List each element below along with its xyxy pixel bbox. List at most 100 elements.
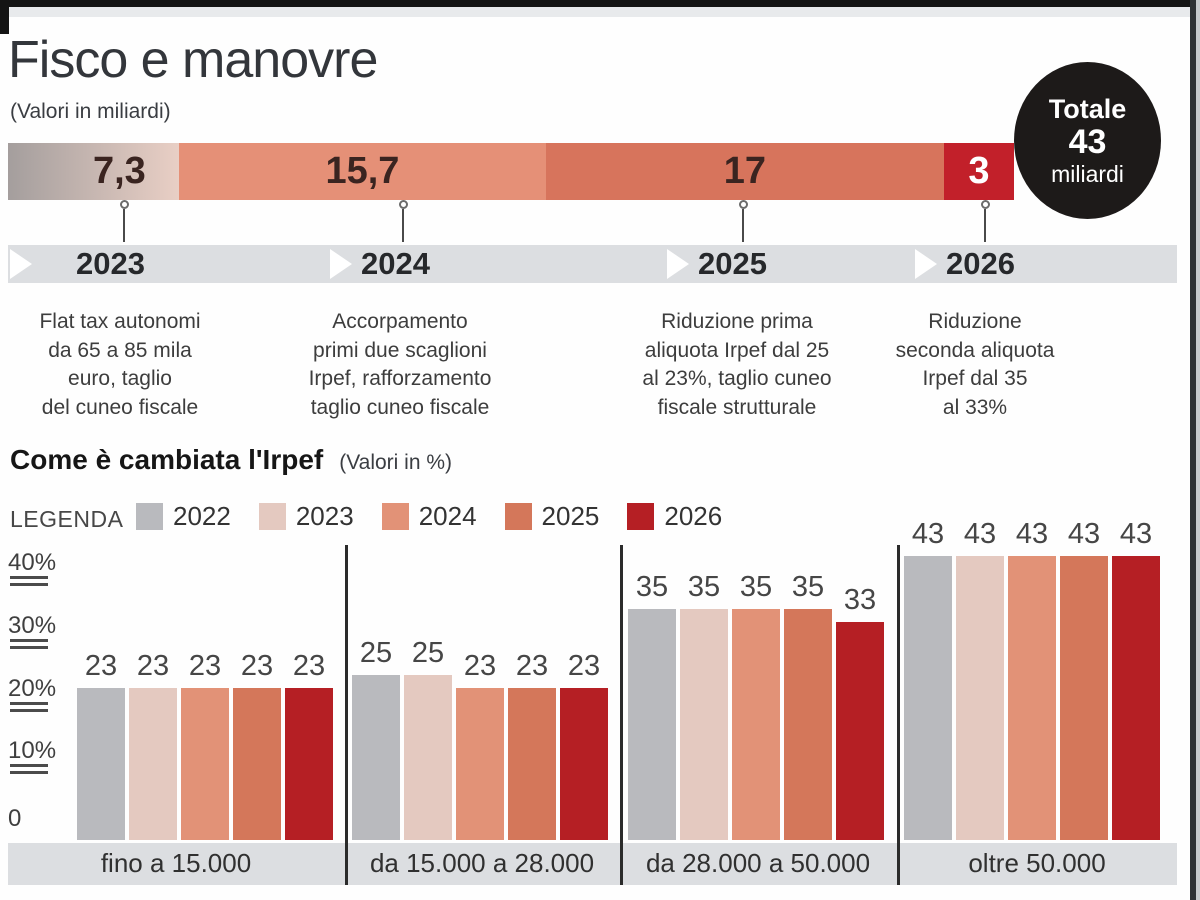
legend-item-2023: 2023	[258, 501, 354, 532]
legend-year: 2022	[173, 501, 231, 531]
bar-value-label: 23	[240, 650, 274, 682]
bar-2024-2	[732, 609, 780, 840]
bar-2023-3	[956, 556, 1004, 840]
bar-value-label: 23	[463, 650, 497, 682]
year-label-2024: 2024	[361, 246, 430, 281]
pin-dot	[738, 200, 748, 209]
chevron-right-icon	[667, 249, 689, 279]
legend-swatch	[136, 503, 163, 530]
total-badge: Totale 43 miliardi	[1014, 62, 1161, 219]
bar-2024-0	[181, 688, 229, 840]
corner-notch	[0, 0, 9, 34]
section-header: Come è cambiata l'Irpef (Valori in %)	[10, 444, 452, 476]
section-subtitle: (Valori in %)	[339, 451, 453, 474]
timeline-desc-2026: Riduzione seconda aliquota Irpef dal 35 …	[895, 310, 1055, 419]
bar-value-label: 35	[687, 571, 721, 603]
category-label: da 28.000 a 50.000	[645, 848, 871, 878]
legend-swatch	[504, 503, 532, 530]
category-label: da 15.000 a 28.000	[369, 848, 595, 878]
bar-2026-1	[560, 688, 608, 840]
bar-value-label: 25	[359, 637, 393, 669]
timeline-desc-2025: Riduzione prima aliquota Irpef dal 25 al…	[642, 310, 832, 419]
legend: 2022 2023 2024 2025 2026	[136, 501, 722, 532]
bar-value-label: 43	[1067, 518, 1101, 550]
total-badge-unit: miliardi	[1051, 161, 1124, 187]
pin-2026	[979, 200, 991, 246]
chevron-right-icon	[10, 249, 32, 279]
legend-item-2025: 2025	[504, 501, 600, 532]
bar-2022-3	[904, 556, 952, 840]
y-axis-tick	[10, 764, 48, 778]
legend-year: 2025	[541, 501, 600, 531]
pin-stem	[123, 209, 125, 242]
bar-value-label: 23	[292, 650, 326, 682]
stacked-segment-value: 17	[723, 150, 767, 192]
pin-stem	[984, 209, 986, 242]
bar-2025-0	[233, 688, 281, 840]
bar-value-label: 35	[739, 571, 773, 603]
stacked-segment-15,7: 15,7	[178, 143, 547, 200]
bar-value-label: 43	[963, 518, 997, 550]
legend-item-2022: 2022	[136, 501, 231, 532]
right-edge	[1196, 0, 1200, 900]
stacked-segment-7,3: 7,3	[8, 143, 179, 200]
legend-item-2024: 2024	[381, 501, 477, 532]
bar-value-label: 43	[911, 518, 945, 550]
y-axis-tick	[10, 702, 48, 716]
bar-2025-2	[784, 609, 832, 840]
bar-value-label: 35	[791, 571, 825, 603]
bar-value-label: 25	[411, 637, 445, 669]
y-axis-tick	[10, 576, 48, 590]
page-subtitle: (Valori in miliardi)	[10, 100, 171, 123]
bar-value-label: 23	[567, 650, 601, 682]
timeline-desc-2024: Accorpamento primi due scaglioni Irpef, …	[308, 310, 492, 419]
bar-2022-0	[77, 688, 125, 840]
bar-value-label: 23	[136, 650, 170, 682]
bar-2024-3	[1008, 556, 1056, 840]
total-badge-value: 43	[1068, 123, 1107, 161]
y-axis-tick	[10, 639, 48, 653]
y-axis-label: 0	[8, 805, 22, 832]
section-title: Come è cambiata l'Irpef	[10, 444, 324, 475]
stacked-segment-value: 15,7	[325, 150, 400, 192]
y-axis-label: 20%	[8, 675, 57, 702]
legend-year: 2024	[418, 501, 477, 531]
legend-year: 2026	[664, 501, 723, 531]
right-border	[1190, 0, 1196, 900]
legend-swatch	[381, 503, 409, 530]
bar-2023-0	[129, 688, 177, 840]
pin-2023	[118, 200, 130, 246]
chevron-right-icon	[330, 249, 352, 279]
page-title: Fisco e manovre	[8, 31, 378, 89]
bar-2023-2	[680, 609, 728, 840]
group-divider	[897, 545, 900, 885]
bar-value-label: 33	[843, 584, 877, 616]
group-divider	[620, 545, 623, 885]
bar-value-label: 23	[188, 650, 222, 682]
legend-year: 2023	[295, 501, 354, 531]
year-label-2025: 2025	[698, 246, 767, 281]
bar-2026-2	[836, 622, 884, 840]
pin-stem	[742, 209, 744, 242]
stacked-segment-value: 3	[968, 150, 990, 192]
legend-swatch	[627, 503, 655, 530]
legend-item-2026: 2026	[627, 501, 722, 532]
bar-2026-0	[285, 688, 333, 840]
pin-2025	[737, 200, 749, 246]
legend-swatch	[258, 503, 286, 530]
irpef-bar-chart: 40% 30% 20% 10% 0 23 23 23 23 23 fino a 15.000 25 25…	[8, 518, 1177, 885]
group-divider	[345, 545, 348, 885]
bar-value-label: 23	[515, 650, 549, 682]
legend-label: LEGENDA	[10, 506, 124, 532]
stacked-total-bar: 7,3 15,7 17 3	[8, 143, 1014, 200]
category-band	[8, 843, 1177, 885]
bar-value-label: 23	[84, 650, 118, 682]
bar-2023-1	[404, 675, 452, 840]
top-strip	[0, 7, 1200, 17]
bar-value-label: 43	[1119, 518, 1153, 550]
top-border	[0, 0, 1200, 7]
chevron-right-icon	[915, 249, 937, 279]
bar-2026-3	[1112, 556, 1160, 840]
year-label-2023: 2023	[76, 246, 145, 281]
category-label: oltre 50.000	[968, 848, 1106, 878]
